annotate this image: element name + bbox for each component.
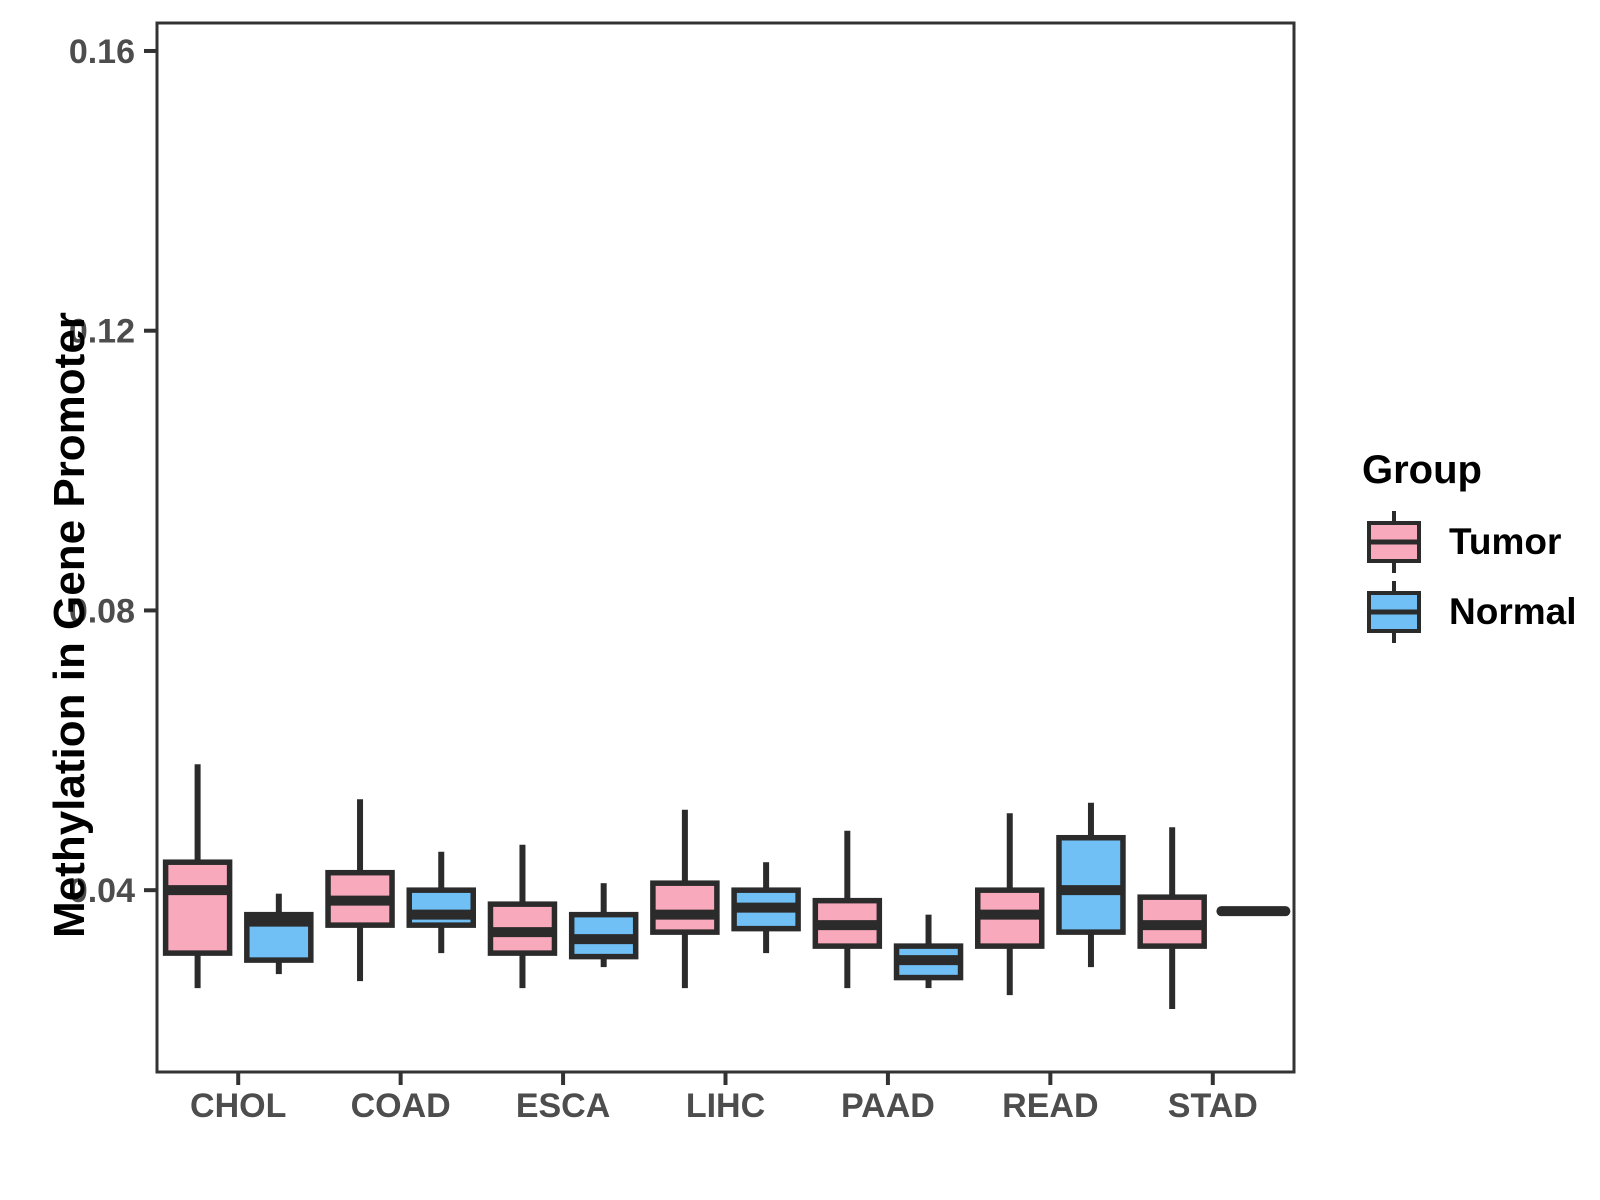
x-tick-label: PAAD <box>841 1087 935 1125</box>
legend-label-normal: Normal <box>1449 591 1577 632</box>
box-tumor-CHOL <box>162 859 233 956</box>
x-tick-label: ESCA <box>516 1087 610 1125</box>
legend-title: Group <box>1362 448 1482 492</box>
tumor-boxplot-legend-icon <box>1367 511 1421 573</box>
y-axis-title: Methylation in Gene Promoter <box>45 312 94 938</box>
legend: Group Tumor Normal <box>1340 448 1576 647</box>
legend-label-tumor: Tumor <box>1449 521 1562 562</box>
y-tick-label: 0.12 <box>69 313 135 351</box>
y-tick-label: 0.08 <box>69 592 135 630</box>
x-tick-label: LIHC <box>686 1087 765 1125</box>
y-tick-label: 0.16 <box>69 33 135 71</box>
x-tick-label: CHOL <box>190 1087 286 1125</box>
x-tick-label: STAD <box>1168 1087 1258 1125</box>
normal-boxplot-legend-icon <box>1367 581 1421 643</box>
legend-entry-normal: Normal <box>1340 577 1576 647</box>
x-tick-label: READ <box>1002 1087 1098 1125</box>
box-normal-COAD <box>406 887 476 928</box>
legend-entry-tumor: Tumor <box>1340 507 1576 577</box>
box-normal-READ <box>1056 834 1126 935</box>
box-tumor-LIHC <box>650 880 720 935</box>
x-tick-label: COAD <box>351 1087 451 1125</box>
y-tick-label: 0.04 <box>69 872 135 910</box>
